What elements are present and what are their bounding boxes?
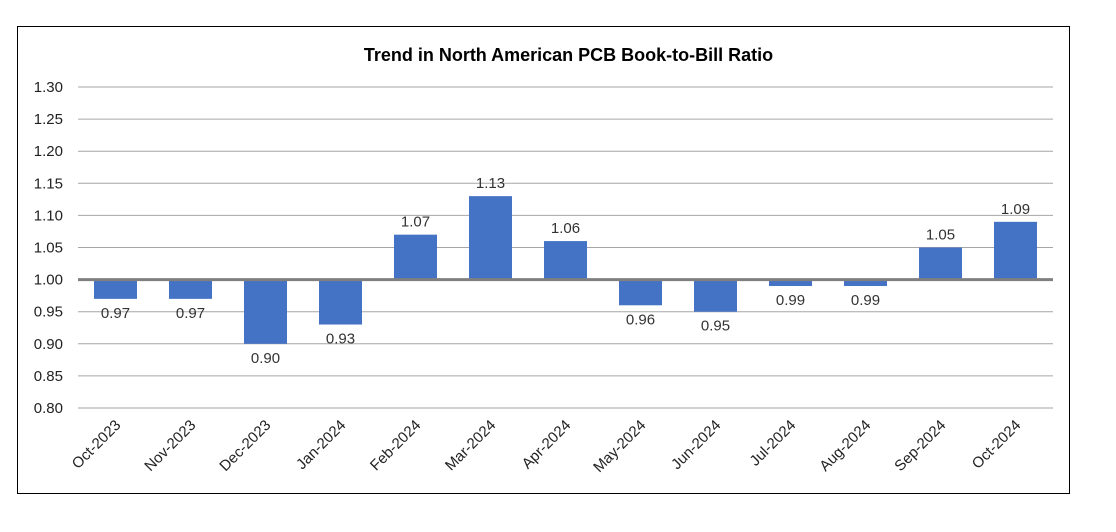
chart-title: Trend in North American PCB Book-to-Bill… bbox=[364, 45, 773, 65]
data-label: 0.95 bbox=[701, 318, 730, 335]
x-tick-label: Sep-2024 bbox=[891, 417, 949, 475]
x-tick-label: Oct-2024 bbox=[969, 417, 1025, 473]
x-tick-label: Oct-2023 bbox=[69, 417, 125, 473]
x-tick-label: Aug-2024 bbox=[816, 417, 874, 475]
data-label: 0.97 bbox=[176, 305, 205, 322]
data-label: 1.07 bbox=[401, 214, 430, 231]
x-axis: Oct-2023 Nov-2023 Dec-2023 Jan-2024 Feb-2024… bbox=[69, 417, 1025, 476]
x-tick-label: Dec-2023 bbox=[216, 417, 274, 475]
x-tick-label: Jun-2024 bbox=[668, 417, 724, 473]
x-tick-label: Jan-2024 bbox=[293, 417, 349, 473]
y-tick-label: 1.00 bbox=[34, 272, 63, 289]
bar-jan-2024 bbox=[319, 279, 362, 325]
y-tick-label: 0.80 bbox=[34, 400, 63, 417]
bar-jun-2024 bbox=[694, 279, 737, 312]
y-tick-label: 1.20 bbox=[34, 143, 63, 160]
y-tick-label: 1.05 bbox=[34, 240, 63, 257]
bar-feb-2024 bbox=[394, 234, 437, 280]
data-label: 1.13 bbox=[476, 175, 505, 192]
bar-oct-2024 bbox=[994, 221, 1037, 280]
data-label: 1.09 bbox=[1001, 201, 1030, 218]
x-tick-label: Jul-2024 bbox=[747, 417, 800, 470]
y-tick-label: 0.95 bbox=[34, 304, 63, 321]
data-label: 1.05 bbox=[926, 227, 955, 244]
bar-oct-2023 bbox=[94, 279, 137, 299]
y-tick-label: 1.30 bbox=[34, 79, 63, 96]
data-label: 0.96 bbox=[626, 311, 655, 328]
y-tick-label: 0.85 bbox=[34, 368, 63, 385]
data-label: 1.06 bbox=[551, 220, 580, 237]
chart-frame: Trend in North American PCB Book-to-Bill… bbox=[17, 26, 1070, 494]
bar-sep-2024 bbox=[919, 247, 962, 280]
y-axis: 0.80 0.85 0.90 0.95 1.00 1.05 1.10 1.15 1.20 1.25… bbox=[34, 79, 63, 417]
x-tick-label: Apr-2024 bbox=[519, 417, 575, 473]
bar-chart: Trend in North American PCB Book-to-Bill… bbox=[34, 45, 1053, 476]
bar-may-2024 bbox=[619, 279, 662, 306]
x-tick-label: Mar-2024 bbox=[442, 417, 499, 474]
y-tick-label: 1.10 bbox=[34, 207, 63, 224]
bar-nov-2023 bbox=[169, 279, 212, 299]
data-label: 0.90 bbox=[251, 350, 280, 367]
x-tick-label: Nov-2023 bbox=[141, 417, 199, 475]
y-tick-label: 1.25 bbox=[34, 111, 63, 128]
data-label: 0.93 bbox=[326, 331, 355, 348]
x-tick-label: May-2024 bbox=[590, 417, 649, 476]
data-label: 0.97 bbox=[101, 305, 130, 322]
y-tick-label: 0.90 bbox=[34, 336, 63, 353]
x-tick-label: Feb-2024 bbox=[367, 417, 424, 474]
bar-jul-2024 bbox=[769, 279, 812, 287]
bar-aug-2024 bbox=[844, 279, 887, 287]
bar-apr-2024 bbox=[544, 241, 587, 280]
data-labels: 0.97 0.97 0.90 0.93 1.07 1.13 1.06 0.96 0.95 0.99… bbox=[101, 175, 1030, 367]
bar-mar-2024 bbox=[469, 196, 512, 280]
bar-dec-2023 bbox=[244, 279, 287, 344]
data-label: 0.99 bbox=[776, 292, 805, 309]
bars bbox=[78, 196, 1053, 344]
data-label: 0.99 bbox=[851, 292, 880, 309]
y-tick-label: 1.15 bbox=[34, 175, 63, 192]
